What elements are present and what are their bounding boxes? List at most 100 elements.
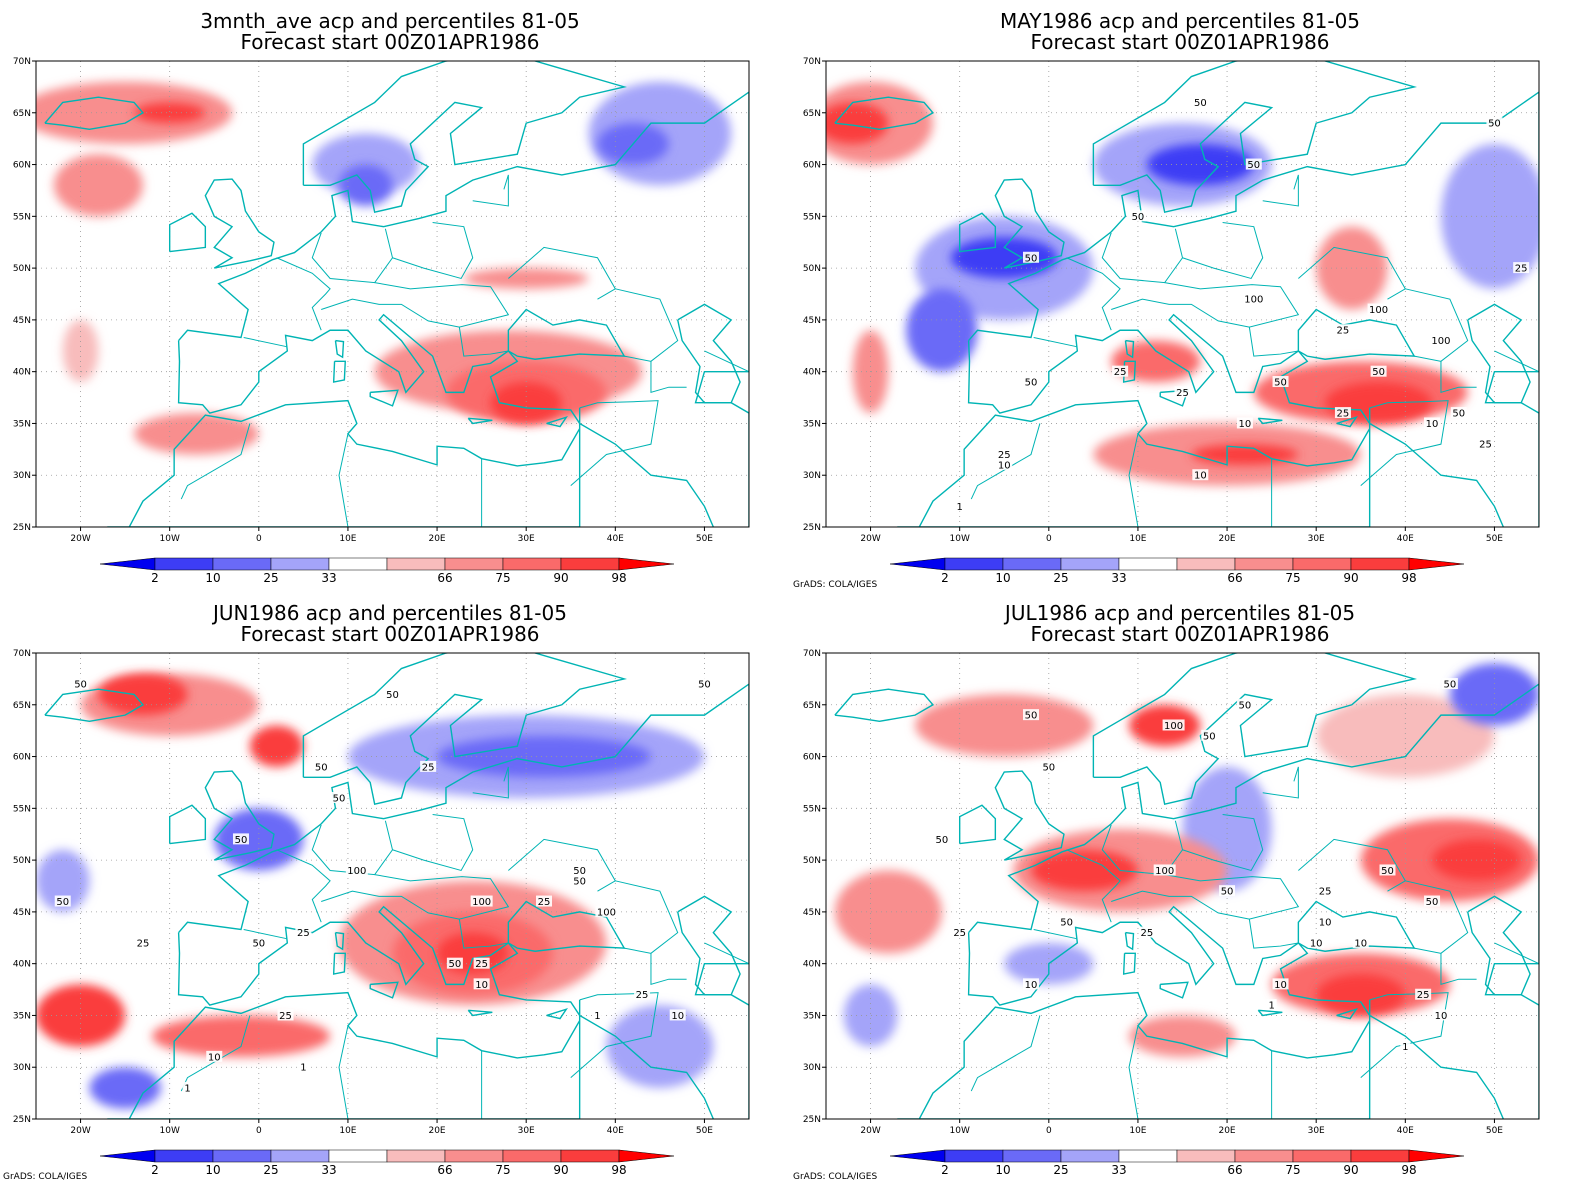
lat-tick-label: 60N xyxy=(13,753,31,763)
lat-tick-label: 55N xyxy=(803,804,821,814)
coastline xyxy=(967,91,1539,527)
contour-label-bg xyxy=(1236,417,1253,429)
contour-label: 50 xyxy=(1381,866,1394,877)
colorbar: 2 10 25 33 66 75 90 98 xyxy=(99,557,675,585)
contour-label-bg xyxy=(1379,864,1396,876)
panel-title-line1: MAY1986 acp and percentiles 81-05 xyxy=(1000,9,1360,33)
country-border xyxy=(508,838,616,892)
contour-label-bg xyxy=(206,1050,223,1062)
contour-label: 25 xyxy=(475,959,488,970)
map-figure: MAY1986 acp and percentiles 81-05Forecas… xyxy=(793,9,1540,590)
contour-label-bg xyxy=(536,895,553,907)
lat-tick-label: 55N xyxy=(13,212,31,222)
contour-label: 25 xyxy=(953,928,966,939)
colorbar-bin xyxy=(1350,557,1410,571)
contour-label-bg xyxy=(232,833,249,845)
country-border xyxy=(970,423,1041,500)
contour-label: 50 xyxy=(1042,762,1055,773)
contour-label-bg xyxy=(1022,978,1039,990)
lon-tick-label: 0 xyxy=(256,534,262,544)
contour-label: 1 xyxy=(300,1063,306,1074)
lon-tick-label: 0 xyxy=(1046,534,1052,544)
contour-label-bg xyxy=(331,791,348,803)
country-border xyxy=(243,337,288,348)
colorbar-label: 33 xyxy=(1111,571,1126,585)
panel-title-line1: 3mnth_ave acp and percentiles 81-05 xyxy=(200,9,579,33)
colorbar-label: 75 xyxy=(495,1163,510,1177)
colorbar-arrow-low xyxy=(99,557,156,571)
lat-tick-label: 60N xyxy=(803,753,821,763)
country-border xyxy=(615,880,679,954)
map-content: 50 50 50 50 50 100 100 25 25 100 50 25 25 50 50 25 50 10 1… xyxy=(826,61,1539,527)
country-border xyxy=(458,919,509,949)
coastline xyxy=(107,991,581,1119)
colorbar-bin xyxy=(1002,1149,1062,1163)
contour-label: 50 xyxy=(573,866,586,877)
country-border xyxy=(704,942,749,965)
coastline xyxy=(334,339,345,359)
lat-tick-label: 30N xyxy=(13,1063,31,1073)
contour-label: 100 xyxy=(472,897,491,908)
lat-tick-label: 40N xyxy=(13,368,31,378)
contour-label-bg xyxy=(1201,729,1218,741)
colorbar-bin xyxy=(502,1149,562,1163)
contour-label: 50 xyxy=(386,690,399,701)
panel-title-line2: Forecast start 00Z01APR1986 xyxy=(1030,622,1329,646)
country-border xyxy=(276,849,331,923)
lon-tick-label: 20W xyxy=(70,1126,90,1136)
contour-label-bg xyxy=(313,760,330,772)
coastline xyxy=(958,212,997,253)
country-border xyxy=(1066,849,1121,923)
coastline xyxy=(1467,895,1531,996)
colorbar-arrow-high xyxy=(1408,1149,1465,1163)
coastline xyxy=(546,415,568,428)
colorbar-bin xyxy=(212,1149,272,1163)
lon-tick-label: 10W xyxy=(950,534,970,544)
coastline xyxy=(334,931,345,951)
lat-tick-label: 35N xyxy=(803,1011,821,1021)
contour-label: 1 xyxy=(594,1011,600,1022)
contour-label-bg xyxy=(1415,988,1432,1000)
lat-tick-label: 55N xyxy=(803,212,821,222)
contour-label-bg xyxy=(1334,407,1351,419)
contour-label: 50 xyxy=(315,762,328,773)
coastline xyxy=(677,303,741,404)
colorbar-bin xyxy=(270,557,330,571)
contour-label-bg xyxy=(1022,251,1039,263)
map-content xyxy=(36,61,749,527)
contour-label: 50 xyxy=(1452,409,1465,420)
country-border xyxy=(1360,400,1449,486)
contour-label-bg xyxy=(1112,365,1129,377)
contour-label: 50 xyxy=(698,680,711,691)
contour-label-bg xyxy=(1334,324,1351,336)
colorbar-label: 66 xyxy=(1227,571,1242,585)
contour-label-bg xyxy=(1486,117,1503,129)
contour-label: 50 xyxy=(1426,897,1439,908)
contour-label: 25 xyxy=(1319,887,1332,898)
country-border xyxy=(1182,222,1264,280)
percentile-shading xyxy=(1146,143,1254,186)
contour-label-bg xyxy=(1153,864,1176,876)
contour-label: 1 xyxy=(1268,1001,1274,1012)
contour-label: 25 xyxy=(137,938,150,949)
colorbar-bin xyxy=(1118,1149,1178,1163)
colorbar-bin xyxy=(212,557,272,571)
contour-label-bg xyxy=(1370,365,1387,377)
map-panel-may: MAY1986 acp and percentiles 81-05 Forecas… xyxy=(790,0,1580,592)
percentile-shading xyxy=(843,984,898,1047)
contour-label-bg xyxy=(473,957,490,969)
contour-label: 50 xyxy=(1239,700,1252,711)
country-border xyxy=(508,246,616,300)
colorbar-bin xyxy=(1176,1149,1236,1163)
colorbar-label: 2 xyxy=(941,1163,949,1177)
map-figure: JUL1986 acp and percentiles 81-05Forecas… xyxy=(793,601,1540,1182)
contour-label: 50 xyxy=(1203,731,1216,742)
country-border xyxy=(1405,288,1469,362)
lat-tick-label: 70N xyxy=(803,57,821,67)
colorbar-bin xyxy=(1176,557,1236,571)
lat-tick-label: 65N xyxy=(803,109,821,119)
lon-tick-label: 40E xyxy=(1397,534,1414,544)
coastline xyxy=(994,178,1065,269)
country-border xyxy=(1298,838,1406,892)
